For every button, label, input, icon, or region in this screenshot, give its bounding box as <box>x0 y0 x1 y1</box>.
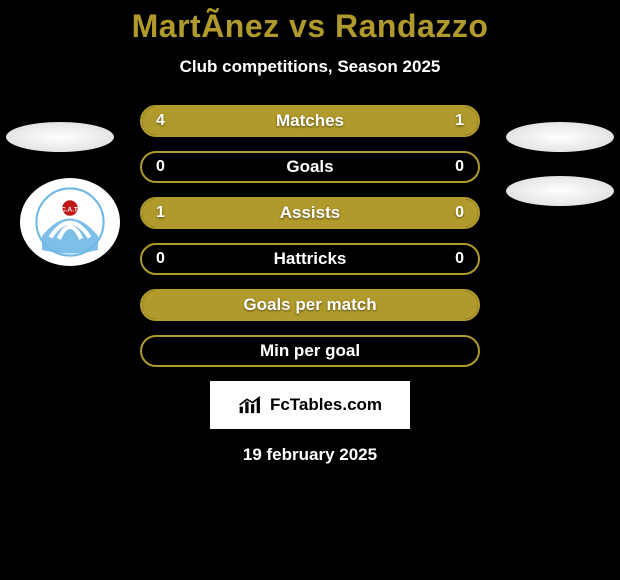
stat-value-left: 0 <box>156 158 165 176</box>
stat-label: Matches <box>276 111 344 131</box>
stat-row: 1 Assists 0 <box>140 197 480 229</box>
club-badge-icon: C.A.T. <box>30 187 110 257</box>
stat-value-right: 0 <box>455 204 464 222</box>
stat-label: Goals <box>286 157 333 177</box>
page-title: MartÃ­nez vs Randazzo <box>0 8 620 45</box>
stat-value-left: 0 <box>156 250 165 268</box>
player-left-avatar-placeholder <box>6 122 114 152</box>
stat-value-left: 1 <box>156 204 165 222</box>
source-text: FcTables.com <box>270 395 382 415</box>
comparison-bars: 4 Matches 1 0 Goals 0 1 Assists 0 0 Hattricks 0 Goal… <box>140 105 480 367</box>
stat-value-right: 0 <box>455 250 464 268</box>
stat-row: Min per goal <box>140 335 480 367</box>
stat-row: 0 Hattricks 0 <box>140 243 480 275</box>
page-subtitle: Club competitions, Season 2025 <box>0 57 620 77</box>
stat-fill-right <box>411 107 478 135</box>
comparison-card: MartÃ­nez vs Randazzo Club competitions,… <box>0 0 620 465</box>
svg-text:C.A.T.: C.A.T. <box>61 207 79 214</box>
stat-value-left: 4 <box>156 112 165 130</box>
stat-value-right: 0 <box>455 158 464 176</box>
stat-row: 4 Matches 1 <box>140 105 480 137</box>
source-badge: FcTables.com <box>210 381 410 429</box>
club-left-badge: C.A.T. <box>20 178 120 266</box>
stat-value-right: 1 <box>455 112 464 130</box>
stat-row: Goals per match <box>140 289 480 321</box>
stat-label: Min per goal <box>260 341 360 361</box>
stat-row: 0 Goals 0 <box>140 151 480 183</box>
stat-label: Hattricks <box>274 249 347 269</box>
chart-icon <box>238 394 264 416</box>
stat-label: Assists <box>280 203 340 223</box>
stat-label: Goals per match <box>243 295 376 315</box>
player-right-avatar-placeholder <box>506 122 614 152</box>
club-right-badge-placeholder <box>506 176 614 206</box>
date-text: 19 february 2025 <box>0 445 620 465</box>
